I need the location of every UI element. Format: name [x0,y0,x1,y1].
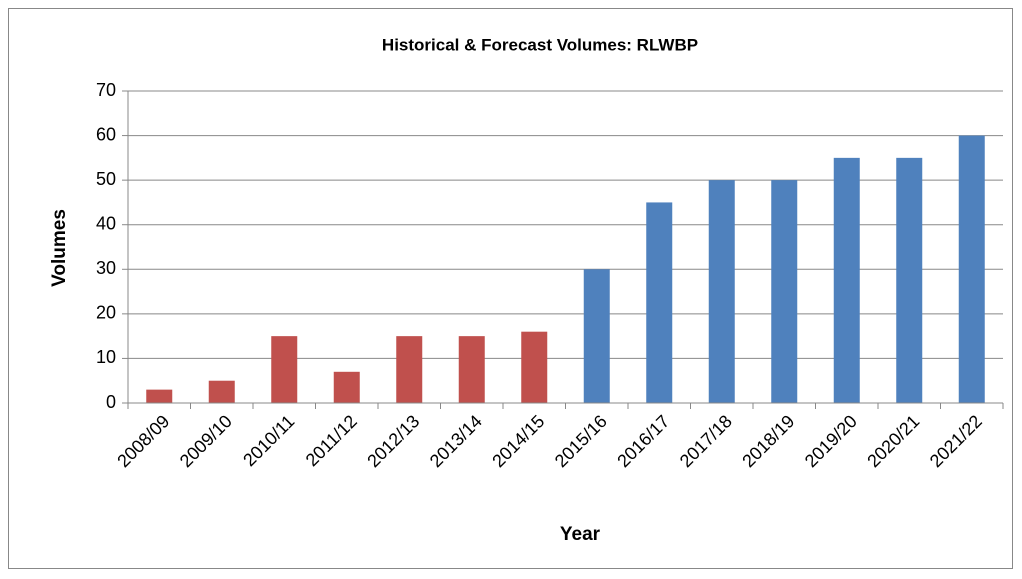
y-tick-label: 20 [96,303,116,323]
bar [708,180,735,403]
chart-title: Historical & Forecast Volumes: RLWBP [382,35,698,54]
y-tick-label: 30 [96,258,116,278]
bar [396,336,423,403]
bar [208,380,235,403]
bar [458,336,485,403]
y-tick-label: 50 [96,169,116,189]
y-tick-label: 10 [96,347,116,367]
bar [333,371,360,403]
bar [271,336,298,403]
bar [646,202,673,403]
bar [146,389,173,403]
bar [833,157,860,403]
y-tick-label: 40 [96,213,116,233]
x-axis-label: Year [560,524,601,545]
bar [958,135,985,404]
bar [583,269,610,403]
bar [896,157,923,403]
bar [771,180,798,403]
y-tick-label: 60 [96,124,116,144]
y-tick-label: 0 [106,392,116,412]
bar [521,331,548,403]
chart-frame [8,8,1013,569]
y-tick-label: 70 [96,80,116,100]
y-axis-label: Volumes [49,209,70,287]
